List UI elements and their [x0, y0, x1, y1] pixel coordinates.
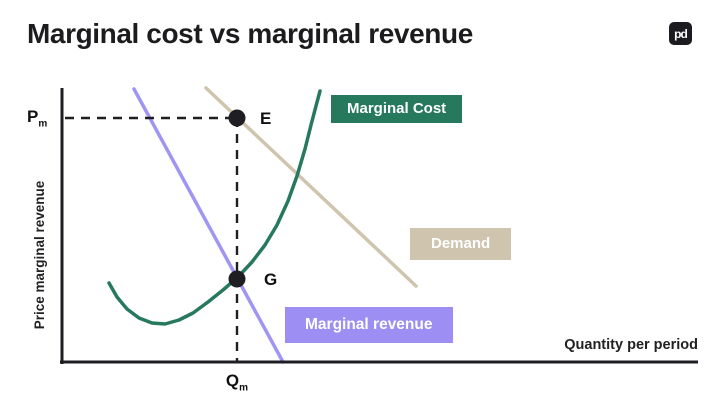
- point-dot-g: [228, 270, 246, 288]
- point-label-e: E: [260, 109, 272, 128]
- y-axis-title: Price marginal revenue: [32, 180, 47, 330]
- legend-badge-demand: Demand: [410, 228, 512, 260]
- series-line-marginal-cost: [107, 89, 322, 326]
- x-tick-qm: Qm: [225, 371, 249, 394]
- x-axis-title: Quantity per period: [564, 337, 698, 353]
- y-tick-pm: Pm: [27, 107, 48, 130]
- point-dot-e: [228, 109, 246, 127]
- legend-badge-marginal-cost: Marginal Cost: [331, 95, 463, 123]
- legend-badge-marginal-revenue: Marginal revenue: [285, 307, 453, 343]
- pandadoc-logo-icon: pd: [669, 22, 692, 45]
- page-title: Marginal cost vs marginal revenue: [27, 18, 473, 49]
- series-line-marginal-revenue: [132, 87, 285, 364]
- point-label-g: G: [264, 270, 278, 289]
